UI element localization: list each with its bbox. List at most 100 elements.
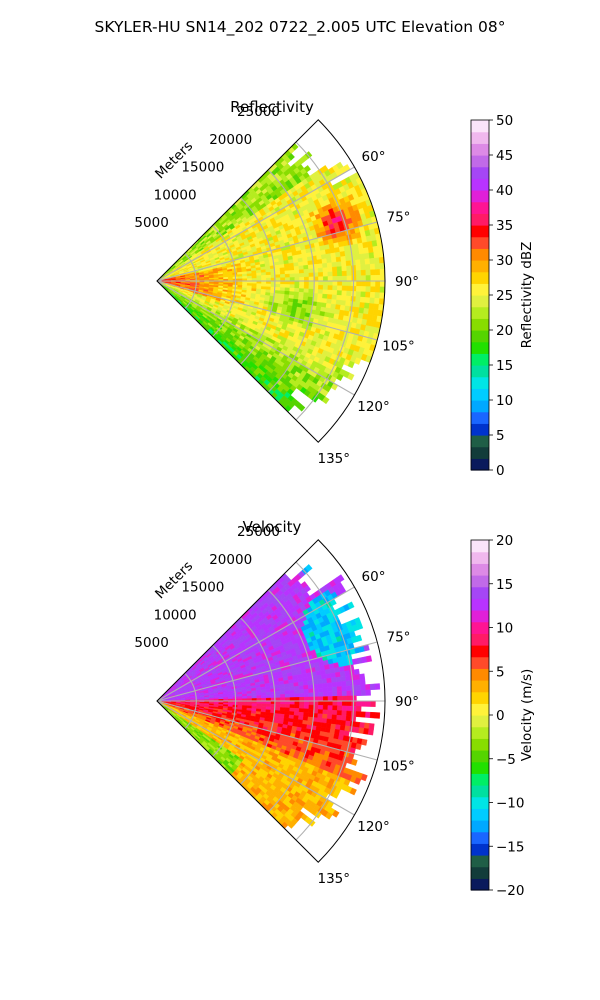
field-cell <box>284 690 291 695</box>
field-cell <box>356 690 362 696</box>
field-cell <box>303 292 309 298</box>
field-cell <box>326 677 333 684</box>
field-cell <box>360 280 367 287</box>
field-cell <box>274 687 281 692</box>
field-cell <box>297 404 306 412</box>
field-cell <box>279 267 286 272</box>
field-cell <box>318 700 324 706</box>
field-cell <box>298 711 305 717</box>
field-cell <box>261 703 267 707</box>
colorbar-segment <box>471 341 489 354</box>
colorbar-segment <box>471 376 489 389</box>
field-cell <box>279 687 286 692</box>
colorbar-segment <box>471 400 489 413</box>
field-cell <box>308 692 314 698</box>
field-cell <box>275 271 281 275</box>
field-cell <box>279 270 286 275</box>
field-cell <box>361 738 368 746</box>
field-cell <box>360 264 366 271</box>
field-cell <box>326 682 333 688</box>
field-cell <box>335 251 341 258</box>
field-cell <box>299 696 305 702</box>
field-cell <box>298 269 305 274</box>
colorbar-tick-label: 35 <box>496 218 513 234</box>
field-cell <box>347 372 355 381</box>
field-cell <box>346 290 352 297</box>
azimuth-tick-label: 60° <box>362 149 386 165</box>
field-cell <box>303 688 310 694</box>
field-cell <box>374 683 381 690</box>
field-cell <box>237 276 243 280</box>
field-cell <box>293 265 300 271</box>
field-cell <box>365 280 371 287</box>
field-cell <box>364 297 371 304</box>
field-cell <box>335 256 342 263</box>
field-cell <box>341 715 347 722</box>
field-cell <box>275 274 281 279</box>
field-cell <box>355 711 362 718</box>
colorbar-segment <box>471 271 489 284</box>
field-cell <box>327 266 333 273</box>
colorbar-segment <box>471 213 489 226</box>
field-cell <box>379 274 385 282</box>
field-cell <box>345 255 351 262</box>
field-cell <box>289 704 295 709</box>
field-cell <box>331 714 338 721</box>
field-cell <box>289 269 295 275</box>
field-cell <box>355 684 362 691</box>
range-tick-label: 10000 <box>154 187 197 203</box>
field-cell <box>308 708 314 714</box>
field-cell <box>308 276 314 282</box>
field-cell <box>308 280 314 286</box>
field-cell <box>340 675 347 682</box>
field-cell <box>346 265 352 272</box>
field-cell <box>308 268 314 274</box>
colorbar-tick-label: 50 <box>496 113 513 129</box>
field-cell <box>370 275 376 282</box>
field-cell <box>322 271 329 277</box>
field-cell <box>246 695 253 699</box>
field-cell <box>303 280 310 286</box>
field-cell <box>322 705 329 711</box>
field-cell <box>299 280 305 286</box>
field-cell <box>346 275 352 282</box>
field-cell <box>303 268 310 274</box>
azimuth-gridline <box>156 221 378 282</box>
field-cell <box>331 261 338 268</box>
field-cell <box>336 373 344 381</box>
field-cell <box>337 285 343 291</box>
field-cell <box>279 707 286 712</box>
field-cell <box>289 686 295 691</box>
field-cell <box>368 252 375 259</box>
field-cell <box>370 286 376 293</box>
field-cell <box>345 675 351 682</box>
field-cell <box>336 266 343 272</box>
field-cell <box>374 286 381 293</box>
field-cell <box>341 295 347 302</box>
field-cell <box>303 692 310 698</box>
field-cell <box>299 284 305 289</box>
field-cell <box>280 694 286 698</box>
chart-panel-reflectivity: Reflectivity500010000150002000025000Mete… <box>134 98 535 479</box>
field-cell <box>227 276 234 280</box>
field-cell <box>308 696 314 702</box>
field-cell <box>345 680 352 687</box>
field-cell <box>275 703 281 708</box>
field-cell <box>344 725 351 732</box>
field-cell <box>374 297 380 305</box>
field-cell <box>355 296 361 303</box>
field-cell <box>316 679 323 685</box>
field-cell <box>335 671 341 678</box>
colorbar-segment <box>471 423 489 436</box>
field-cell <box>363 722 370 730</box>
field-cell <box>337 695 343 702</box>
field-cell <box>261 695 267 699</box>
field-cell <box>335 719 342 726</box>
field-cell <box>339 251 346 258</box>
field-cell <box>303 264 309 270</box>
field-cell <box>365 684 371 691</box>
field-cell <box>345 720 351 727</box>
colorbar-tick-label: 5 <box>496 428 505 444</box>
field-cell <box>355 634 363 642</box>
